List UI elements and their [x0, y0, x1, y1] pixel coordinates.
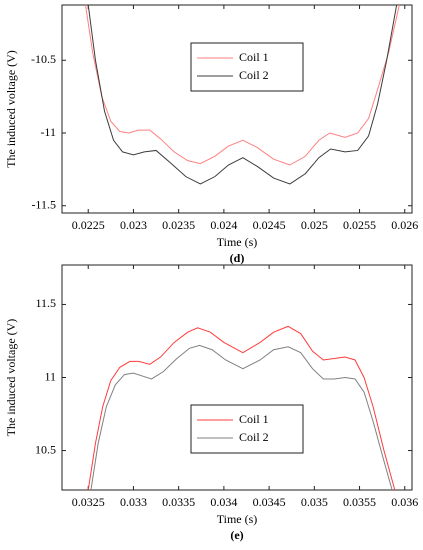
- legend-box: [190, 42, 304, 92]
- series-line: [85, 5, 400, 166]
- y-tick-label: 10.5: [35, 442, 56, 456]
- lines: [87, 325, 396, 490]
- x-tick-label: 0.0255: [343, 218, 376, 232]
- x-axis-label: Time (s): [217, 235, 258, 249]
- y-tick-label: 11.5: [35, 296, 56, 310]
- legend-label: Coil 2: [239, 430, 269, 444]
- x-tick-label: 0.0225: [72, 218, 105, 232]
- lines: [85, 5, 400, 185]
- x-tick-label: 0.0245: [253, 218, 286, 232]
- y-tick-label: -11.5: [31, 197, 56, 211]
- plot-area: [61, 4, 413, 214]
- x-tick-label: 0.036: [391, 495, 418, 509]
- series-line: [87, 5, 398, 185]
- x-tick-label: 0.024: [210, 218, 237, 232]
- y-tick-label: 11: [44, 369, 56, 383]
- y-tick-label: -11: [40, 125, 56, 139]
- plot-area: [61, 264, 413, 491]
- legend-label: Coil 2: [239, 68, 269, 82]
- subtitle: (e): [230, 528, 243, 542]
- series-line: [90, 344, 393, 490]
- legend-box: [190, 404, 304, 454]
- legend: Coil 1 Coil 2: [190, 404, 304, 454]
- x-tick-label: 0.025: [301, 218, 328, 232]
- series-line: [87, 325, 396, 490]
- legend-label: Coil 1: [239, 412, 269, 426]
- x-tick-label: 0.026: [391, 218, 418, 232]
- x-tick-label: 0.0325: [72, 495, 105, 509]
- y-tick-label: -10.5: [31, 52, 56, 66]
- x-tick-label: 0.033: [120, 495, 147, 509]
- x-axis-label: Time (s): [217, 512, 258, 526]
- x-tick-label: 0.0235: [162, 218, 195, 232]
- x-tick-label: 0.0355: [343, 495, 376, 509]
- x-tick-label: 0.0335: [162, 495, 195, 509]
- y-axis-label: The induced voltage (V): [4, 50, 18, 168]
- subtitle: (d): [230, 251, 245, 265]
- y-axis-label: The induced voltage (V): [4, 319, 18, 437]
- subplot: 0.0325 0.033 0.0335 0.034 0.0345 0.035 0.0355 0…: [4, 264, 418, 542]
- legend: Coil 1 Coil 2: [190, 42, 304, 92]
- x-tick-label: 0.034: [210, 495, 237, 509]
- x-tick-label: 0.0345: [253, 495, 286, 509]
- legend-label: Coil 1: [239, 50, 269, 64]
- subplot: 0.0225 0.023 0.0235 0.024 0.0245 0.025 0.0255 0…: [4, 4, 418, 265]
- x-tick-label: 0.035: [301, 495, 328, 509]
- x-tick-label: 0.023: [120, 218, 147, 232]
